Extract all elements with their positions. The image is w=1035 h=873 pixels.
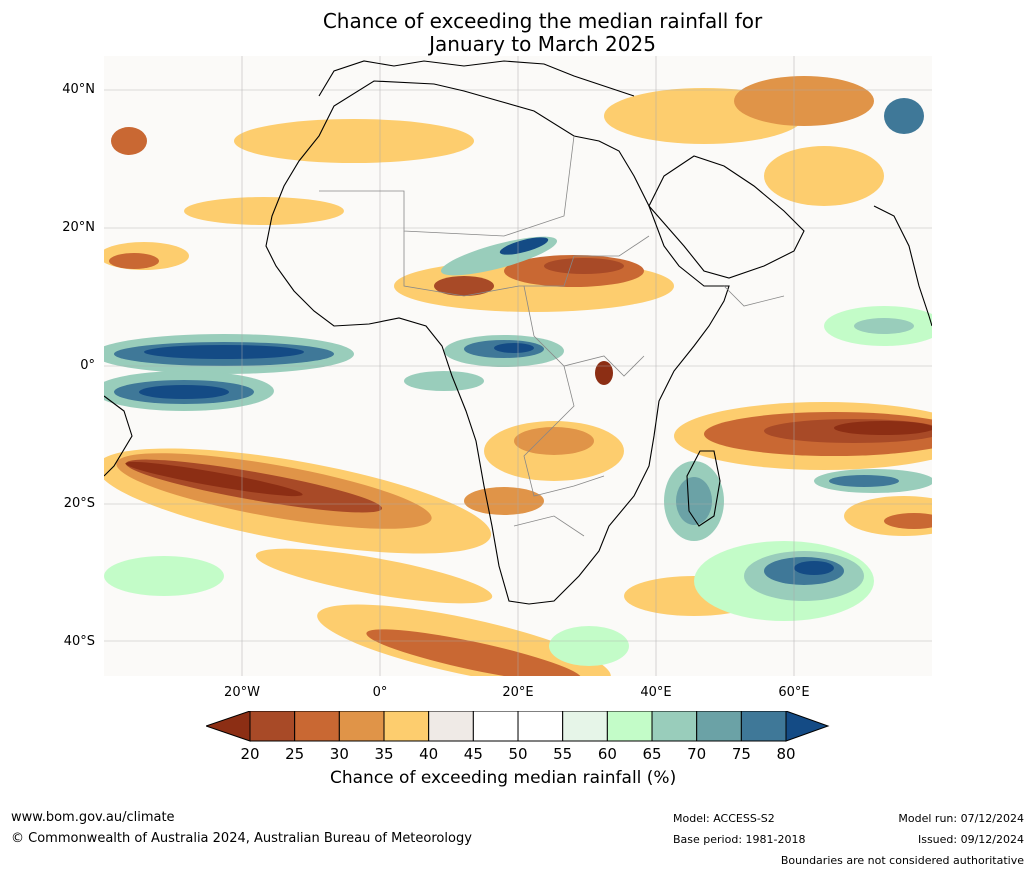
colorbar-high-extend (785, 710, 830, 742)
colorbar-label-45: 45 (463, 745, 483, 763)
coastlines (104, 60, 932, 605)
colorbar-label-30: 30 (329, 745, 349, 763)
colorbar-cell-60_65 (606, 710, 653, 742)
colorbar-cell-20_25 (249, 710, 296, 742)
lon-tick-0: 0° (372, 685, 388, 700)
colorbar-label-70: 70 (687, 745, 707, 763)
lat-tick-40s: 40°S (63, 634, 95, 649)
colorbar-label-20: 20 (240, 745, 260, 763)
colorbar (204, 710, 830, 747)
map-title: Chance of exceeding the median rainfall … (0, 10, 1035, 56)
colorbar-cell-35_40 (383, 710, 430, 742)
colorbar-label-80: 80 (776, 745, 796, 763)
colorbar-label-25: 25 (285, 745, 305, 763)
below-median-regions (104, 76, 932, 676)
model-name: Model: ACCESS-S2 (673, 812, 775, 825)
colorbar-cell-55_60 (562, 710, 608, 742)
colorbar-cell-30_35 (338, 710, 385, 742)
rainfall-map (104, 56, 932, 676)
boundary-disclaimer: Boundaries are not considered authoritat… (780, 854, 1024, 867)
colorbar-cell-45_50 (472, 710, 519, 742)
title-line-2: January to March 2025 (429, 32, 656, 56)
issued-date: Issued: 09/12/2024 (917, 833, 1024, 846)
lat-tick-40n: 40°N (62, 82, 95, 97)
country-borders (319, 135, 785, 537)
model-run-date: Model run: 07/12/2024 (898, 812, 1024, 825)
colorbar-cell-25_30 (294, 710, 340, 742)
website-link[interactable]: www.bom.gov.au/climate (11, 810, 175, 825)
colorbar-label-55: 55 (553, 745, 573, 763)
colorbar-cell-65_70 (651, 710, 698, 742)
lon-tick-60e: 60°E (778, 685, 810, 700)
colorbar-cell-40_45 (428, 710, 474, 742)
colorbar-cell-75_80 (740, 710, 787, 742)
title-line-1: Chance of exceeding the median rainfall … (322, 9, 763, 33)
lon-tick-40e: 40°E (640, 685, 672, 700)
lat-tick-0: 0° (80, 358, 95, 373)
lat-tick-20n: 20°N (62, 220, 95, 235)
colorbar-cell-70_75 (696, 710, 742, 742)
colorbar-label-65: 65 (642, 745, 662, 763)
colorbar-label-40: 40 (419, 745, 439, 763)
colorbar-title: Chance of exceeding median rainfall (%) (330, 768, 677, 788)
colorbar-label-50: 50 (508, 745, 528, 763)
above-median-regions (104, 98, 932, 666)
colorbar-label-60: 60 (597, 745, 617, 763)
lon-tick-20e: 20°E (502, 685, 534, 700)
map-gridlines (104, 56, 932, 676)
copyright-text: © Commonwealth of Australia 2024, Austra… (11, 831, 472, 846)
lon-tick-20w: 20°W (224, 685, 260, 700)
colorbar-low-extend (204, 710, 251, 742)
colorbar-label-75: 75 (731, 745, 751, 763)
lat-tick-20s: 20°S (63, 496, 95, 511)
base-period: Base period: 1981-2018 (673, 833, 806, 846)
colorbar-label-35: 35 (374, 745, 394, 763)
colorbar-cell-50_55 (517, 710, 564, 742)
